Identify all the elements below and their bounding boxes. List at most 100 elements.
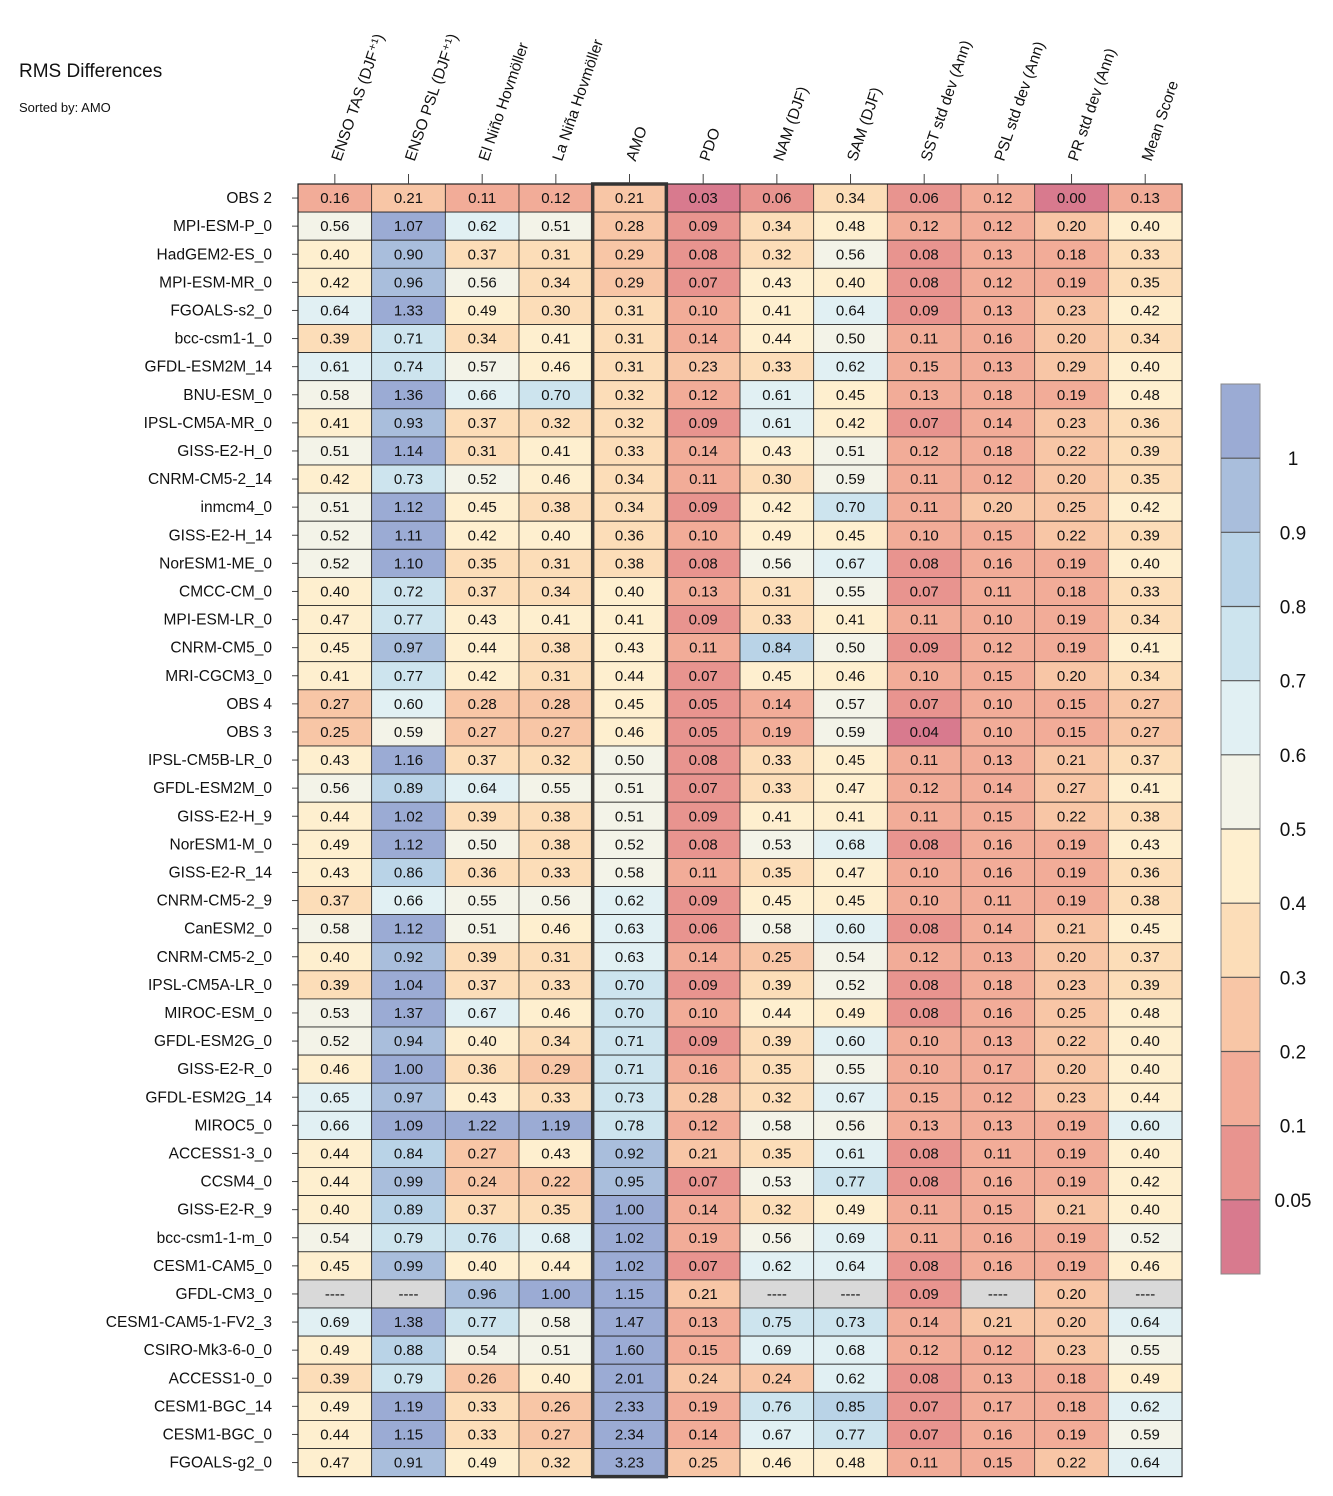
heatmap-cell	[371, 633, 446, 663]
cell-value: 0.27	[541, 1426, 570, 1443]
cell-value: 0.15	[910, 1089, 939, 1106]
cell-value: 0.34	[468, 331, 497, 348]
heatmap-cell	[665, 717, 741, 747]
cell-value: 0.44	[320, 1174, 349, 1191]
cell-value: 0.10	[689, 527, 718, 544]
cell-value: 0.08	[910, 1258, 939, 1275]
heatmap-cell	[813, 1054, 888, 1084]
cell-value: 0.21	[1057, 1202, 1086, 1219]
heatmap-cell	[444, 239, 520, 269]
heatmap-cell	[1107, 1391, 1183, 1421]
heatmap-cell	[1034, 1167, 1109, 1197]
row-label: GFDL-ESM2G_0	[154, 1033, 272, 1050]
heatmap-cell	[1107, 773, 1183, 803]
cell-value: 2.33	[615, 1398, 644, 1415]
heatmap-cell	[665, 324, 741, 354]
heatmap-cell	[1107, 1335, 1183, 1365]
cell-value: 0.11	[468, 190, 496, 207]
cell-value: 0.23	[1057, 302, 1086, 319]
row-label: IPSL-CM5B-LR_0	[148, 752, 272, 769]
cell-value: 0.35	[1131, 471, 1160, 488]
cell-value: 0.14	[910, 1314, 939, 1331]
cell-value: 0.25	[320, 724, 349, 741]
cell-value: 0.22	[1057, 808, 1086, 825]
heatmap-cell	[297, 520, 373, 550]
heatmap-cell	[518, 267, 594, 297]
cell-value: 0.15	[983, 668, 1012, 685]
cell-value: 0.34	[762, 218, 791, 235]
heatmap-cell	[813, 689, 888, 719]
row-label: GISS-E2-R_14	[169, 864, 273, 881]
cell-value: 0.27	[1131, 724, 1160, 741]
cell-value: 0.20	[1057, 331, 1086, 348]
heatmap-cell	[886, 548, 962, 578]
cell-value: 0.40	[1131, 1202, 1160, 1219]
row-label: OBS 3	[226, 724, 272, 741]
cell-value: 0.10	[983, 612, 1012, 629]
row-label: CNRM-CM5-2_9	[157, 893, 272, 910]
cell-value: 0.45	[1131, 921, 1160, 938]
cell-value: 0.13	[983, 752, 1012, 769]
chart-title: RMS Differences	[19, 61, 163, 82]
cell-value: 0.05	[689, 696, 718, 713]
cell-value: 0.39	[468, 808, 497, 825]
heatmap-cell	[886, 295, 962, 325]
cell-value: 0.12	[910, 949, 939, 966]
cell-value: 0.41	[836, 808, 865, 825]
heatmap-cell	[886, 1335, 962, 1365]
cell-value: 0.20	[1057, 1314, 1086, 1331]
heatmap-cell	[665, 1448, 741, 1478]
cell-value: 0.42	[762, 499, 791, 516]
cell-value: 0.45	[468, 499, 497, 516]
heatmap-cell	[813, 492, 888, 522]
cell-value: 0.56	[762, 1230, 791, 1247]
cell-value: 0.33	[468, 1398, 497, 1415]
cell-value: 0.99	[394, 1258, 423, 1275]
heatmap-cell	[1034, 829, 1109, 859]
heatmap-cell	[1107, 464, 1183, 494]
cell-value: 0.13	[983, 359, 1012, 376]
cell-value: 0.89	[394, 1202, 423, 1219]
cell-value: 0.95	[615, 1174, 644, 1191]
heatmap-cell	[886, 1082, 962, 1112]
cell-value: 0.20	[1057, 471, 1086, 488]
column-label: SAM (DJF)	[844, 85, 885, 163]
heatmap-cell	[444, 352, 520, 382]
heatmap-cell	[739, 352, 815, 382]
heatmap-cell	[739, 1195, 815, 1225]
heatmap-cell	[1034, 886, 1109, 916]
heatmap-cell	[592, 295, 667, 325]
cell-value: 0.35	[762, 864, 791, 881]
heatmap-cell	[297, 970, 373, 1000]
cell-value: 0.06	[762, 190, 791, 207]
heatmap-cell	[813, 1139, 888, 1168]
cell-value: 0.08	[910, 274, 939, 291]
cell-value: 0.12	[910, 218, 939, 235]
cell-value: 0.60	[836, 921, 865, 938]
cell-value: ----	[1135, 1286, 1155, 1303]
cell-value: 0.37	[468, 583, 497, 600]
cell-value: 0.08	[910, 977, 939, 994]
colorbar-segment	[1221, 977, 1260, 1052]
colorbar-label: 0.05	[1275, 1191, 1312, 1212]
cell-value: 0.71	[615, 1061, 644, 1078]
cell-value: 0.28	[541, 696, 570, 713]
cell-value: 0.19	[1057, 864, 1086, 881]
cell-value: 0.70	[541, 387, 570, 404]
cell-value: 0.00	[1057, 190, 1086, 207]
heatmap-cell	[518, 324, 594, 354]
cell-value: 0.44	[468, 640, 497, 657]
column-label: PSL std dev (Ann)	[992, 39, 1049, 163]
heatmap-cell	[665, 211, 741, 241]
cell-value: 0.41	[1131, 780, 1160, 797]
cell-value: 0.47	[320, 1455, 349, 1472]
heatmap-cell	[813, 1223, 888, 1253]
cell-value: 0.62	[615, 893, 644, 910]
cell-value: 0.07	[689, 274, 718, 291]
cell-value: 0.33	[541, 977, 570, 994]
colorbar-label: 0.3	[1280, 968, 1306, 989]
cell-value: 0.29	[1057, 359, 1086, 376]
cell-value: 0.39	[1131, 527, 1160, 544]
heatmap-cell	[518, 1167, 594, 1197]
cell-value: 0.21	[1057, 752, 1086, 769]
